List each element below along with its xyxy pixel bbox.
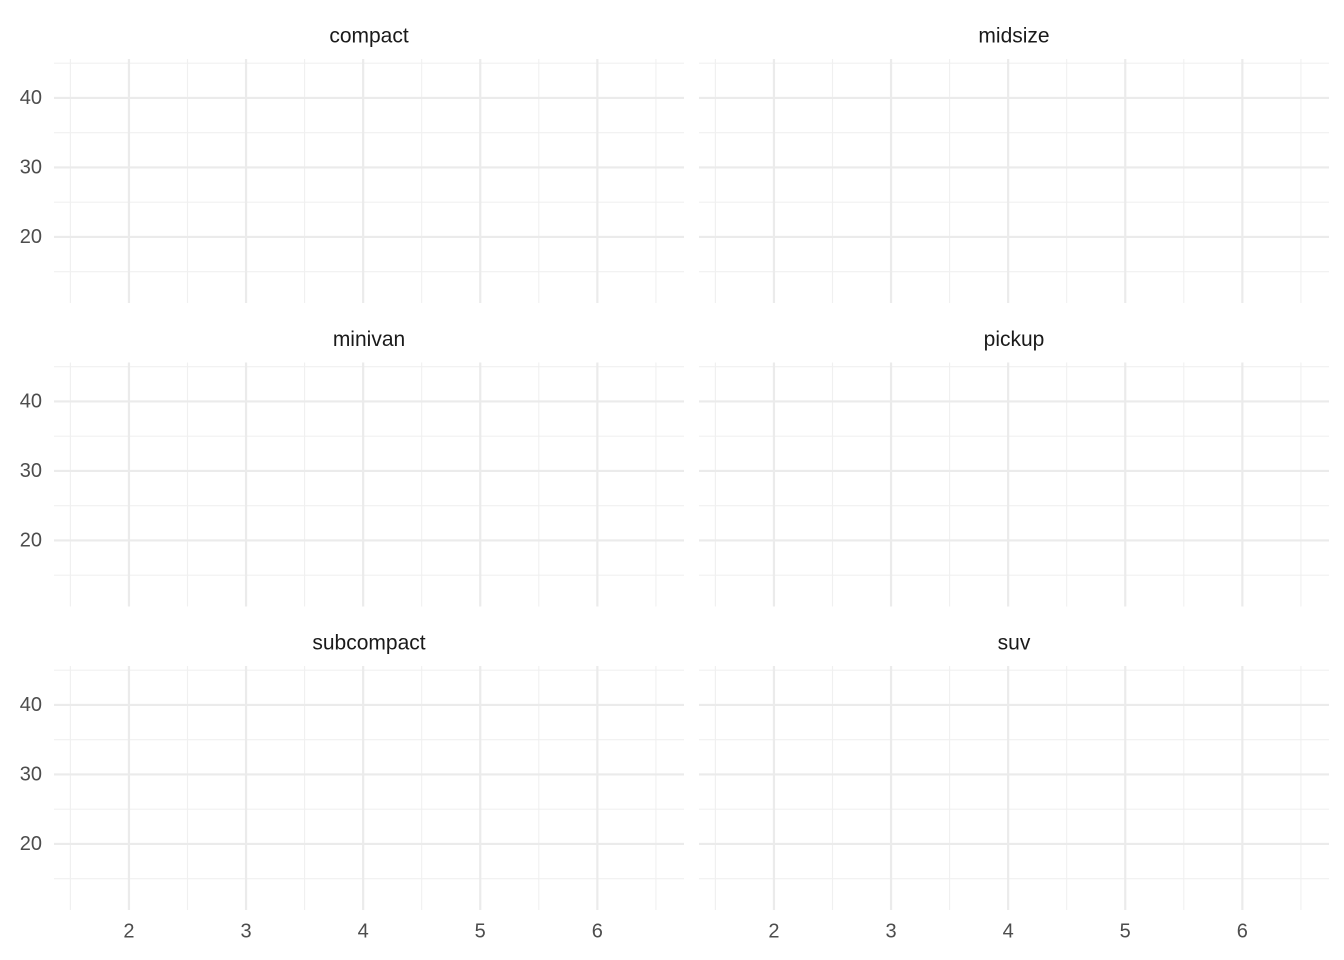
- x-tick-label: 2: [768, 920, 779, 942]
- y-tick-label: 30: [20, 764, 42, 786]
- y-tick-label: 40: [20, 87, 42, 109]
- x-tick-label: 4: [358, 920, 369, 942]
- x-tick-label: 5: [475, 920, 486, 942]
- strip-title: suv: [998, 632, 1031, 655]
- x-tick-label: 2: [123, 920, 134, 942]
- y-tick-label: 30: [20, 460, 42, 482]
- strip-title: subcompact: [312, 632, 425, 655]
- y-tick-label: 20: [20, 833, 42, 855]
- x-tick-label: 4: [1003, 920, 1014, 942]
- strip-title: pickup: [984, 328, 1045, 351]
- x-tick-label: 6: [1237, 920, 1248, 942]
- strip-title: minivan: [333, 328, 405, 351]
- x-tick-label: 5: [1120, 920, 1131, 942]
- y-tick-label: 30: [20, 157, 42, 179]
- x-tick-label: 6: [592, 920, 603, 942]
- y-tick-label: 40: [20, 391, 42, 413]
- y-tick-label: 40: [20, 694, 42, 716]
- strip-title: midsize: [978, 25, 1049, 48]
- x-tick-label: 3: [240, 920, 251, 942]
- y-tick-label: 20: [20, 530, 42, 552]
- strip-title: compact: [329, 25, 409, 48]
- x-tick-label: 3: [885, 920, 896, 942]
- y-tick-label: 20: [20, 226, 42, 248]
